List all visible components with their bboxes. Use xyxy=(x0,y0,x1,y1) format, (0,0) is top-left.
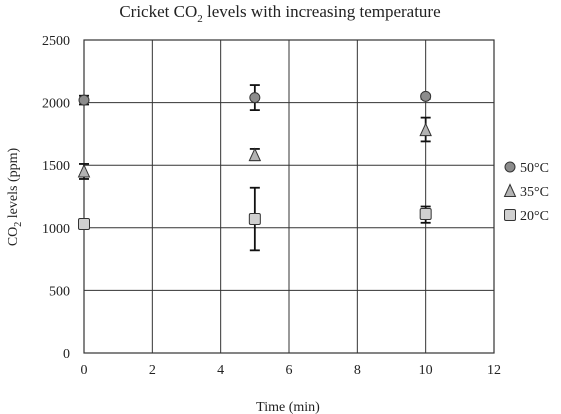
series-circle xyxy=(78,84,432,112)
data-point-circle xyxy=(420,90,432,102)
data-point-triangle xyxy=(77,163,91,178)
data-points xyxy=(77,84,432,252)
data-point-square xyxy=(78,218,90,231)
data-point-triangle xyxy=(248,147,262,162)
legend-label: 35°C xyxy=(520,185,549,200)
data-point-circle xyxy=(78,94,90,106)
y-tick-label: 2500 xyxy=(42,34,70,49)
x-tick-label: 12 xyxy=(487,363,501,378)
series-triangle xyxy=(77,116,432,180)
y-tick-label: 2000 xyxy=(42,97,70,112)
x-tick-label: 2 xyxy=(149,363,156,378)
x-tick-label: 4 xyxy=(217,363,224,378)
legend-marker-square xyxy=(504,209,516,221)
legend: 50°C 35°C 20°C xyxy=(503,161,549,224)
y-tick-label: 0 xyxy=(63,347,70,362)
y-axis-label: CO2 levels (ppm) xyxy=(6,148,24,247)
x-tick-label: 10 xyxy=(419,363,433,378)
y-tick-label: 500 xyxy=(49,284,70,299)
plot-area xyxy=(83,39,495,354)
y-tick-label: 1000 xyxy=(42,222,70,237)
data-point-circle xyxy=(249,92,261,104)
data-point-square xyxy=(419,208,432,221)
x-axis-label: Time (min) xyxy=(256,400,320,414)
chart-title-subscript: 2 xyxy=(197,13,203,25)
gridlines xyxy=(83,39,495,354)
x-tick-label: 0 xyxy=(81,363,88,378)
y-tick-label: 1500 xyxy=(42,159,70,174)
legend-label: 20°C xyxy=(520,209,549,224)
data-point-triangle xyxy=(419,122,432,137)
series-square xyxy=(78,186,432,252)
data-point-square xyxy=(248,213,261,226)
x-tick-label: 6 xyxy=(286,363,293,378)
x-tick-label: 8 xyxy=(354,363,361,378)
legend-marker-triangle xyxy=(503,183,517,197)
chart-title: Cricket CO2 levels with increasing tempe… xyxy=(119,2,440,25)
tick-labels: 0 2 4 6 8 10 12 0 500 1000 1500 2000 2500 xyxy=(42,34,501,378)
legend-marker-circle xyxy=(504,161,516,173)
y-axis-label-subscript: 2 xyxy=(13,222,24,227)
legend-label: 50°C xyxy=(520,161,549,176)
